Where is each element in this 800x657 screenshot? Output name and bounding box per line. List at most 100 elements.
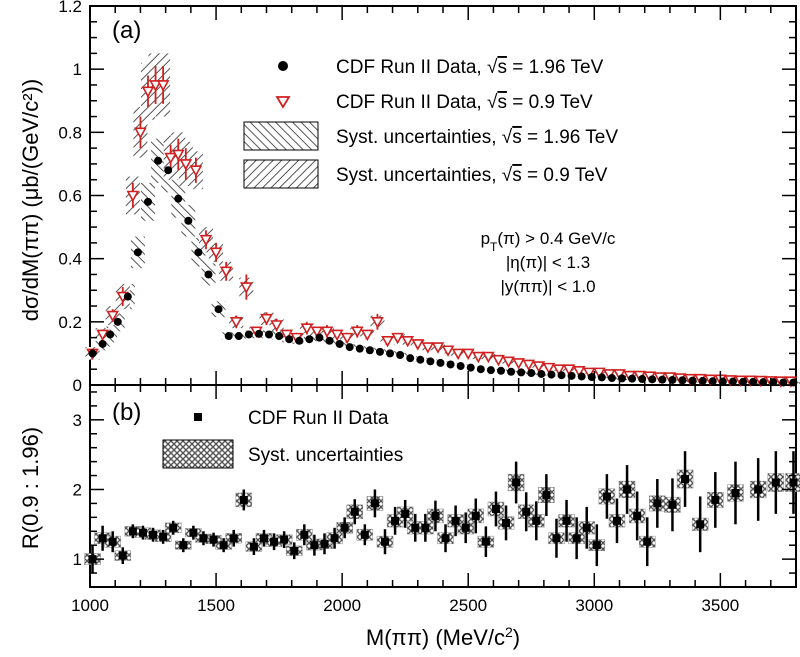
- data-point-196: [285, 335, 294, 344]
- data-point-09: [156, 80, 170, 92]
- x-tick-label: 3500: [701, 596, 739, 615]
- data-point-196: [265, 330, 274, 339]
- ratio-point: [219, 541, 228, 550]
- data-point-09: [189, 165, 203, 177]
- ratio-point: [138, 528, 147, 537]
- cut-pt: pT(π) > 0.4 GeV/c: [481, 229, 616, 254]
- ratio-point: [411, 523, 420, 532]
- data-point-196: [607, 374, 616, 383]
- y-tick-label-b: 1: [73, 550, 82, 569]
- ratio-point: [696, 520, 705, 529]
- data-point-09: [512, 358, 526, 370]
- data-point-09: [199, 234, 213, 247]
- ratio-point: [602, 492, 611, 501]
- data-point-196: [325, 336, 334, 345]
- data-point-196: [254, 329, 263, 338]
- data-point-196: [406, 354, 415, 363]
- ratio-point: [189, 528, 198, 537]
- data-point-09: [401, 335, 415, 348]
- y-tick-label-b: 3: [73, 411, 82, 430]
- ratio-point: [502, 518, 511, 527]
- data-point-196: [708, 377, 717, 386]
- data-point-196: [476, 365, 485, 374]
- legend-a: CDF Run II Data, √s = 1.96 TeV CDF Run I…: [243, 57, 618, 189]
- data-point-09: [522, 359, 536, 372]
- data-point-09: [350, 326, 364, 338]
- x-tick-label: 1500: [197, 596, 235, 615]
- data-point-196: [577, 372, 586, 381]
- data-point-196: [295, 336, 304, 345]
- ratio-point: [491, 504, 500, 513]
- data-point-196: [597, 373, 606, 382]
- y-tick-label-a: 0.2: [58, 313, 82, 332]
- data-point-09: [106, 310, 120, 323]
- ratio-point: [633, 511, 642, 520]
- legend-entry-syst-196: Syst. uncertainties, √s = 1.96 TeV: [336, 127, 618, 148]
- ratio-point: [512, 478, 521, 487]
- data-point-196: [396, 350, 405, 359]
- ratio-point: [431, 511, 440, 520]
- data-point-09: [431, 342, 445, 354]
- data-point-196: [728, 377, 737, 386]
- data-point-196: [123, 292, 132, 301]
- data-point-09: [219, 266, 233, 278]
- data-point-196: [275, 332, 284, 341]
- data-point-09: [239, 282, 253, 294]
- x-axis-label: M(ππ) (MeV/c2): [366, 624, 520, 650]
- axis-ticks: [89, 5, 797, 588]
- ratio-point: [300, 530, 309, 539]
- data-point-196: [486, 366, 495, 375]
- data-point-09: [270, 320, 283, 332]
- legend-entry-ratio-syst: Syst. uncertainties: [248, 445, 403, 466]
- ratio-point: [391, 516, 400, 525]
- data-point-196: [386, 349, 395, 358]
- y-tick-label-a: 0.8: [58, 123, 82, 142]
- legend-marker-data-09: [275, 96, 291, 109]
- data-point-196: [133, 248, 142, 257]
- data-point-09: [562, 364, 576, 376]
- ratio-point: [481, 537, 490, 546]
- y-tick-label-b: 2: [73, 480, 82, 499]
- ratio-point: [159, 532, 168, 541]
- ratio-point: [270, 537, 279, 546]
- data-point-196: [335, 339, 344, 348]
- data-point-09: [179, 159, 193, 171]
- x-axis-label-sup: 2: [505, 624, 513, 640]
- ratio-point: [789, 478, 798, 487]
- ratio-point: [451, 516, 460, 525]
- ratio-point: [522, 507, 531, 516]
- data-point-09: [502, 356, 515, 368]
- ratio-point: [209, 535, 218, 544]
- data-point-09: [592, 367, 606, 380]
- legend-entry-syst-09: Syst. uncertainties, √s = 0.9 TeV: [336, 165, 608, 186]
- legend-marker-data-196: [278, 61, 288, 71]
- data-point-09: [371, 317, 384, 329]
- ratio-point: [592, 541, 601, 550]
- data-point-196: [749, 377, 758, 386]
- data-point-09: [134, 127, 147, 139]
- ratio-point: [370, 499, 379, 508]
- ratio-point: [668, 500, 677, 509]
- data-point-09: [260, 313, 273, 326]
- ratio-point: [582, 523, 591, 532]
- ratio-point: [249, 542, 258, 551]
- ratio-point: [711, 495, 720, 504]
- data-point-09: [381, 335, 394, 348]
- data-point-196: [527, 368, 536, 377]
- x-tick-label: 2500: [449, 596, 487, 615]
- data-point-196: [355, 344, 364, 353]
- data-point-09: [552, 364, 566, 376]
- ratio-point: [771, 478, 780, 487]
- data-point-196: [547, 370, 556, 379]
- x-tick-label: 2000: [323, 596, 361, 615]
- data-point-09: [229, 317, 243, 329]
- ratio-point: [128, 527, 137, 536]
- ratio-point: [108, 537, 117, 546]
- data-point-196: [628, 374, 637, 383]
- ratio-point: [320, 539, 329, 548]
- data-point-09: [542, 362, 556, 375]
- data-point-196: [113, 317, 122, 326]
- cut-eta: |η(π)| < 1.3: [506, 253, 590, 272]
- axis-tick-labels: 1000 1500 2000 2500 3000 3500 0 0.2 0.4 0.6 0.8 1 1.…: [58, 0, 739, 615]
- legend-marker-syst-09: [243, 159, 319, 189]
